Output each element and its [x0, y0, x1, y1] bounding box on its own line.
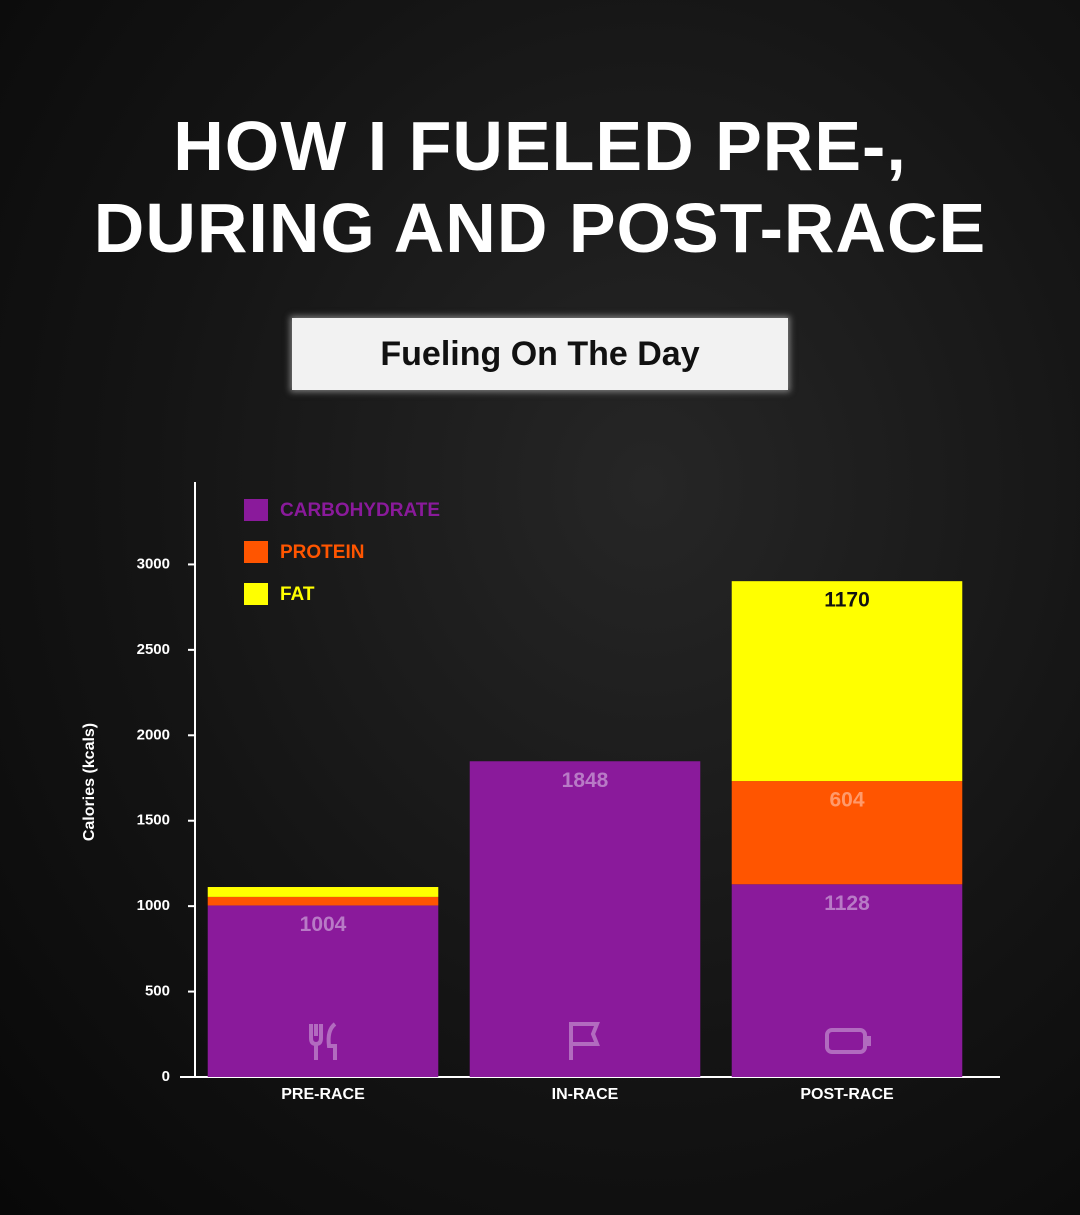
bar-segment: [207, 905, 439, 1077]
icon-battery: [825, 1028, 867, 1054]
bar-segment: [469, 761, 701, 1077]
y-tick-label: 1000: [137, 897, 170, 914]
x-tick-label: POST-RACE: [800, 1086, 894, 1103]
category-icons: [309, 1022, 871, 1060]
legend-label: CARBOHYDRATE: [280, 500, 440, 521]
bar-segment: [731, 781, 963, 885]
legend-swatch: [244, 541, 268, 563]
y-tick-label: 2500: [137, 641, 170, 658]
legend-label: PROTEIN: [280, 542, 364, 563]
y-tick-label: 0: [162, 1068, 170, 1085]
y-tick-label: 3000: [137, 555, 170, 572]
data-label: 1170: [824, 589, 870, 612]
data-label: 604: [829, 789, 864, 812]
bar-segment: [731, 581, 963, 782]
y-tick-label: 500: [145, 983, 170, 1000]
y-tick-label: 1500: [137, 812, 170, 829]
x-tick-label: PRE-RACE: [281, 1086, 365, 1103]
bar-segment: [731, 884, 963, 1077]
data-label: 1848: [562, 769, 609, 792]
bar-segment: [207, 896, 439, 906]
legend-label: FAT: [280, 584, 315, 605]
data-label: 1004: [300, 913, 347, 936]
subtitle: Fueling On The Day: [292, 318, 788, 390]
bar-segment: [207, 887, 439, 897]
icon-cutlery: [309, 1022, 337, 1060]
legend-swatch: [244, 583, 268, 605]
chart-title: HOW I FUELED PRE-, DURING AND POST-RACE: [93, 107, 987, 267]
y-tick-label: 2000: [137, 726, 170, 743]
x-tick-label: IN-RACE: [552, 1086, 619, 1103]
y-axis-label: Calories (kcals): [81, 723, 98, 841]
legend-swatch: [244, 499, 268, 521]
icon-flag: [569, 1022, 600, 1060]
data-label: 1128: [824, 892, 870, 915]
